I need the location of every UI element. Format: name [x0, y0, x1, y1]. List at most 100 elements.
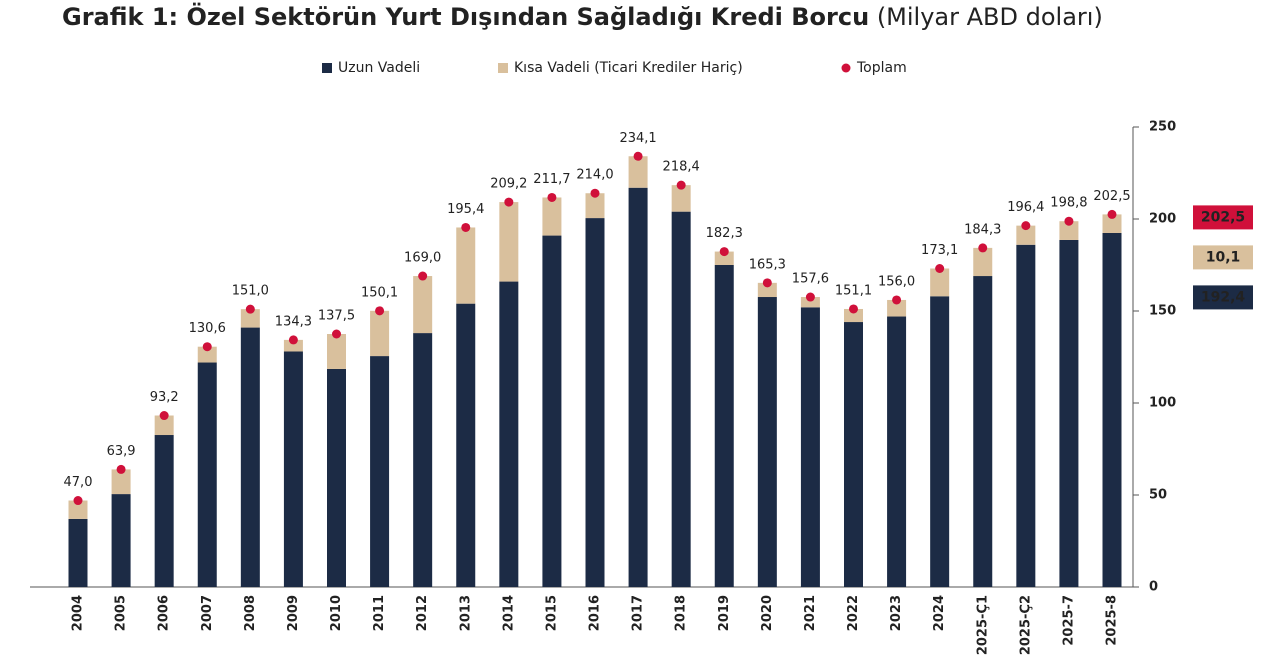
total-dot	[849, 304, 858, 314]
x-tick-label: 2020	[760, 595, 775, 631]
data-label: 184,3	[964, 222, 1001, 237]
bar-segment	[327, 334, 346, 369]
total-dot	[332, 329, 341, 339]
bar-segment	[628, 187, 648, 587]
y-tick-label: 50	[1149, 488, 1167, 503]
legend-label: Kısa Vadeli (Ticari Krediler Hariç)	[514, 60, 743, 76]
total-dot	[504, 197, 514, 207]
bar-segment	[973, 276, 993, 587]
end-badge	[1193, 285, 1253, 310]
end-badge-label: 10,1	[1206, 249, 1241, 265]
bar-segment	[154, 435, 174, 587]
y-tick-label: 0	[1149, 580, 1158, 595]
total-dot	[1107, 209, 1117, 219]
total-dot	[805, 292, 815, 302]
total-dot	[935, 263, 945, 273]
legend-marker	[322, 63, 332, 73]
bar-segment	[844, 322, 863, 587]
bar-segment	[1016, 225, 1036, 245]
bar-segment	[240, 309, 260, 328]
x-tick-label: 2009	[286, 595, 301, 631]
bar-segment	[456, 303, 476, 587]
data-label: 151,1	[835, 283, 872, 298]
end-badge	[1193, 245, 1253, 270]
data-label: 137,5	[318, 309, 355, 324]
bar-segment	[671, 211, 691, 587]
data-label: 198,8	[1050, 196, 1087, 211]
bar-segment	[930, 296, 950, 587]
x-tick-label: 2025-8	[1105, 595, 1120, 646]
bar-segment	[111, 494, 131, 587]
bar-segment	[283, 339, 303, 352]
y-tick-label: 100	[1149, 396, 1176, 411]
total-dot	[202, 342, 212, 352]
total-dot	[159, 411, 169, 421]
bar-segment	[68, 518, 88, 587]
y-tick-label: 250	[1149, 120, 1176, 135]
data-label: 211,7	[533, 172, 570, 187]
total-dot	[1021, 221, 1031, 231]
x-tick-label: 2007	[200, 595, 215, 631]
bar-segment	[283, 351, 303, 587]
x-tick-label: 2025-7	[1061, 595, 1076, 646]
total-dot	[978, 243, 988, 253]
total-dot	[418, 271, 428, 281]
bar-segment	[800, 297, 820, 308]
bar-segment	[499, 202, 519, 282]
bar-segment	[714, 251, 734, 265]
data-label: 63,9	[107, 444, 136, 459]
total-dot	[892, 295, 902, 305]
bar-segment	[1059, 221, 1079, 240]
bar-segment	[68, 500, 88, 519]
x-tick-label: 2025-Ç2	[1018, 595, 1033, 655]
bar-segment	[370, 310, 390, 357]
x-tick-label: 2013	[458, 595, 473, 631]
bar-segment	[930, 268, 950, 297]
total-dot	[676, 180, 686, 190]
bar-segment	[887, 316, 907, 587]
bar-segment	[585, 218, 605, 587]
total-dot	[1064, 216, 1074, 226]
x-tick-label: 2014	[501, 595, 516, 631]
x-tick-label: 2011	[372, 595, 387, 631]
end-badge	[1193, 205, 1253, 230]
data-label: 130,6	[189, 321, 226, 336]
chart-title: Grafik 1: Özel Sektörün Yurt Dışından Sa…	[62, 1, 869, 31]
data-label: 165,3	[749, 257, 786, 272]
y-tick-label: 200	[1149, 212, 1176, 227]
total-dot	[245, 304, 255, 314]
data-label: 196,4	[1007, 200, 1044, 215]
bar-segment	[1102, 214, 1122, 233]
bar-segment	[240, 327, 260, 587]
bar-segment	[111, 469, 131, 495]
x-tick-label: 2010	[329, 595, 344, 631]
data-label: 151,0	[232, 284, 269, 299]
bar-segment	[542, 197, 562, 236]
x-tick-label: 2024	[932, 595, 947, 631]
bar-segment	[499, 281, 519, 587]
data-label: 150,1	[361, 285, 398, 300]
data-label: 134,3	[275, 314, 312, 329]
data-label: 195,4	[447, 202, 484, 217]
data-label: 157,6	[792, 272, 829, 287]
x-tick-label: 2012	[415, 595, 430, 631]
chart-title-group: Grafik 1: Özel Sektörün Yurt Dışından Sa…	[62, 1, 1103, 31]
legend-marker	[498, 63, 508, 73]
y-tick-label: 150	[1149, 304, 1176, 319]
bar-segment	[671, 185, 691, 212]
bar-segment	[197, 362, 217, 587]
x-tick-label: 2022	[846, 595, 861, 631]
bar-segment	[1016, 244, 1036, 587]
bar-segment	[585, 193, 605, 219]
x-tick-label: 2019	[717, 595, 732, 631]
total-dot	[375, 306, 385, 316]
x-tick-label: 2018	[674, 595, 689, 631]
total-dot	[288, 335, 298, 345]
x-tick-label: 2008	[243, 595, 258, 631]
x-tick-label: 2021	[803, 595, 818, 631]
data-label: 169,0	[404, 251, 441, 266]
legend-marker	[841, 63, 851, 73]
total-dot	[762, 278, 772, 288]
